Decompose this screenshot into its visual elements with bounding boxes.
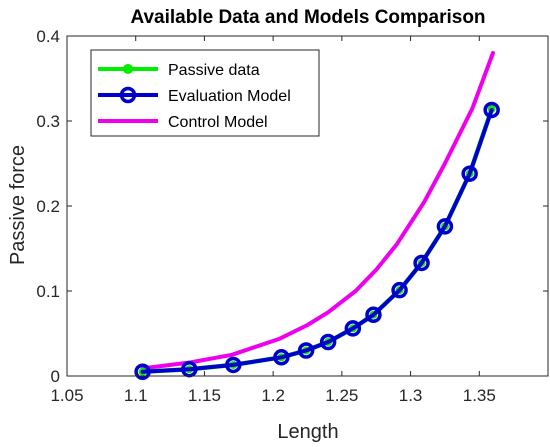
- x-tick-label-6: 1.35: [463, 386, 496, 405]
- point-evaluation-model-4: [297, 342, 315, 359]
- series-evaluation-model: [134, 101, 500, 380]
- x-tick-label-3: 1.2: [261, 386, 285, 405]
- point-evaluation-model-7: [365, 306, 382, 324]
- point-evaluation-model-3: [273, 349, 290, 366]
- ticks: 1.05 1.1 1.15 1.2 1.25 1.3 1.35 0 0.1 0.2 0.3 0.4: [36, 27, 548, 405]
- point-evaluation-model-5: [319, 333, 337, 351]
- chart-title: Available Data and Models Comparison: [130, 7, 485, 28]
- series-line-control-model: [140, 51, 495, 371]
- x-tick-label-0: 1.05: [50, 386, 83, 405]
- point-evaluation-model-8: [391, 281, 408, 299]
- point-evaluation-model-11: [461, 165, 478, 182]
- legend: Passive data Evaluation Model Control Mo…: [90, 49, 320, 137]
- point-evaluation-model-9: [413, 254, 430, 272]
- legend-label-evaluation-model: Evaluation Model: [168, 88, 291, 105]
- point-evaluation-model-12: [483, 101, 500, 119]
- point-evaluation-model-2: [225, 356, 242, 374]
- series-layer: [134, 51, 500, 380]
- x-tick-label-4: 1.25: [325, 386, 358, 405]
- legend-label-passive-data: Passive data: [168, 62, 260, 79]
- x-tick-label-5: 1.3: [399, 386, 423, 405]
- x-tick-label-2: 1.15: [188, 386, 221, 405]
- y-tick-label-0: 0: [51, 367, 60, 386]
- series-line-evaluation-model: [140, 107, 494, 374]
- point-evaluation-model-6: [344, 320, 362, 337]
- x-tick-label-1: 1.1: [124, 386, 148, 405]
- legend-entry-control-model: Control Model: [98, 114, 268, 131]
- y-axis-label: Passive force: [7, 145, 29, 265]
- y-tick-label-4: 0.4: [36, 27, 60, 46]
- legend-entry-passive-data: Passive data: [98, 62, 260, 79]
- y-tick-label-2: 0.2: [36, 197, 60, 216]
- legend-marker-passive-data: [123, 64, 133, 74]
- x-axis-label: Length: [277, 421, 338, 443]
- y-tick-label-3: 0.3: [36, 112, 60, 131]
- point-evaluation-model-10: [436, 218, 454, 235]
- legend-label-control-model: Control Model: [168, 114, 268, 131]
- legend-marker-evaluation-model: [119, 86, 137, 104]
- legend-entry-evaluation-model: Evaluation Model: [98, 86, 291, 105]
- series-control-model: [140, 51, 495, 371]
- y-tick-label-1: 0.1: [36, 282, 60, 301]
